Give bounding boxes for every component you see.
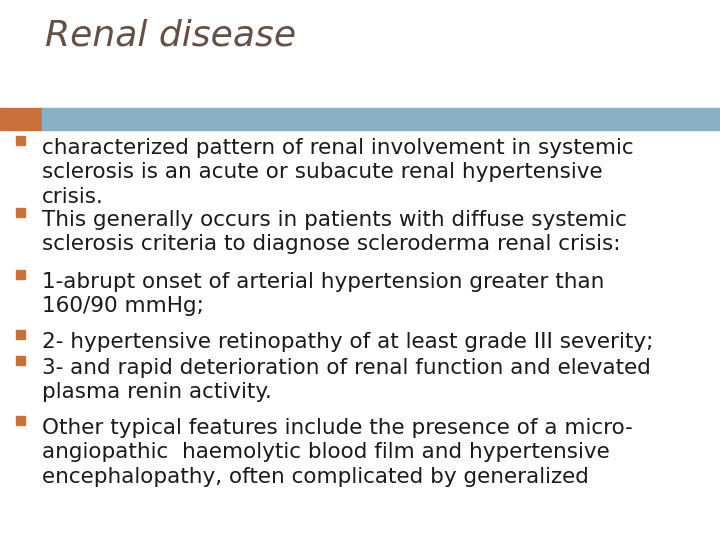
- Bar: [16, 208, 24, 217]
- Bar: [0, 108, 42, 130]
- Bar: [16, 356, 24, 365]
- Bar: [16, 270, 24, 279]
- Text: Renal disease: Renal disease: [45, 18, 296, 52]
- Bar: [16, 416, 24, 425]
- Text: characterized pattern of renal involvement in systemic
sclerosis is an acute or : characterized pattern of renal involveme…: [42, 138, 634, 207]
- Bar: [16, 330, 24, 339]
- Text: 2- hypertensive retinopathy of at least grade III severity;: 2- hypertensive retinopathy of at least …: [42, 332, 653, 352]
- Text: This generally occurs in patients with diffuse systemic
sclerosis criteria to di: This generally occurs in patients with d…: [42, 210, 627, 254]
- Text: 1-abrupt onset of arterial hypertension greater than
160/90 mmHg;: 1-abrupt onset of arterial hypertension …: [42, 272, 604, 316]
- Bar: [42, 108, 720, 130]
- Text: Other typical features include the presence of a micro-
angiopathic  haemolytic : Other typical features include the prese…: [42, 418, 633, 487]
- Text: 3- and rapid deterioration of renal function and elevated
plasma renin activity.: 3- and rapid deterioration of renal func…: [42, 358, 651, 402]
- Bar: [16, 136, 24, 145]
